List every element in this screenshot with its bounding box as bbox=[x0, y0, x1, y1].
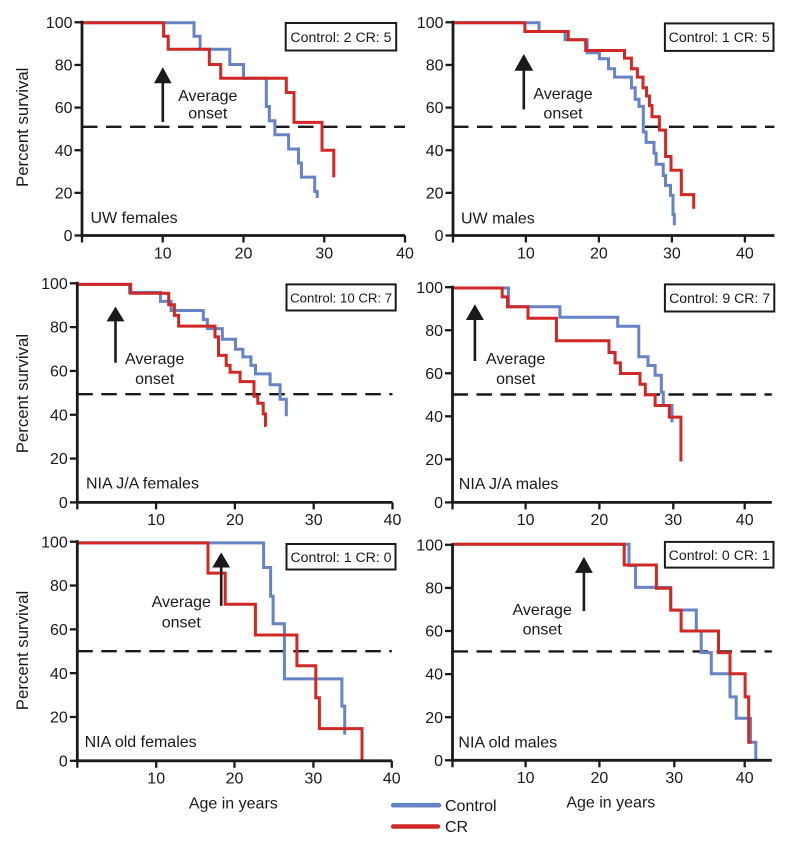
svg-text:onset: onset bbox=[162, 615, 202, 632]
svg-text:onset: onset bbox=[543, 106, 583, 123]
svg-text:10: 10 bbox=[154, 245, 172, 262]
svg-text:40: 40 bbox=[425, 409, 443, 426]
svg-text:0: 0 bbox=[59, 753, 68, 770]
svg-text:10: 10 bbox=[517, 245, 535, 262]
svg-text:40: 40 bbox=[50, 666, 68, 683]
svg-text:0: 0 bbox=[59, 495, 68, 512]
svg-text:Percent survival: Percent survival bbox=[13, 68, 32, 187]
svg-text:20: 20 bbox=[226, 771, 244, 788]
svg-text:30: 30 bbox=[315, 245, 333, 262]
svg-text:30: 30 bbox=[305, 771, 323, 788]
svg-text:Control: 0 CR: 1: Control: 0 CR: 1 bbox=[669, 547, 770, 563]
svg-text:30: 30 bbox=[665, 770, 683, 787]
svg-text:40: 40 bbox=[736, 512, 754, 529]
svg-text:20: 20 bbox=[590, 245, 608, 262]
svg-text:Average: Average bbox=[152, 594, 211, 611]
svg-text:Control: 9 CR: 7: Control: 9 CR: 7 bbox=[669, 290, 770, 306]
svg-text:100: 100 bbox=[416, 280, 443, 297]
svg-text:80: 80 bbox=[50, 320, 68, 337]
svg-text:40: 40 bbox=[55, 143, 73, 160]
svg-text:0: 0 bbox=[64, 228, 73, 245]
svg-text:80: 80 bbox=[425, 581, 443, 598]
svg-text:NIA J/A females: NIA J/A females bbox=[86, 475, 199, 492]
svg-text:20: 20 bbox=[425, 710, 443, 727]
svg-text:30: 30 bbox=[664, 512, 682, 529]
svg-text:40: 40 bbox=[736, 770, 754, 787]
svg-text:onset: onset bbox=[523, 622, 563, 639]
svg-text:Control: 10 CR: 7: Control: 10 CR: 7 bbox=[290, 290, 392, 305]
svg-text:UW males: UW males bbox=[461, 211, 535, 228]
svg-text:Percent survival: Percent survival bbox=[13, 334, 32, 453]
svg-text:onset: onset bbox=[496, 371, 536, 388]
svg-text:Average: Average bbox=[486, 351, 545, 368]
svg-text:20: 20 bbox=[425, 452, 443, 469]
svg-text:Average: Average bbox=[513, 602, 572, 619]
svg-text:Control: 2 CR: 5: Control: 2 CR: 5 bbox=[290, 29, 391, 45]
svg-text:0: 0 bbox=[434, 495, 443, 512]
svg-text:40: 40 bbox=[384, 512, 402, 529]
svg-text:60: 60 bbox=[55, 100, 73, 117]
svg-text:20: 20 bbox=[426, 185, 444, 202]
svg-text:60: 60 bbox=[426, 100, 444, 117]
svg-text:100: 100 bbox=[46, 15, 73, 32]
svg-text:20: 20 bbox=[591, 770, 609, 787]
svg-text:UW females: UW females bbox=[91, 210, 178, 227]
svg-text:40: 40 bbox=[426, 143, 444, 160]
svg-text:20: 20 bbox=[235, 245, 253, 262]
svg-text:NIA old males: NIA old males bbox=[458, 734, 557, 751]
svg-text:Age in years: Age in years bbox=[189, 796, 278, 813]
svg-text:0: 0 bbox=[434, 753, 443, 770]
svg-text:60: 60 bbox=[425, 366, 443, 383]
svg-text:30: 30 bbox=[305, 512, 323, 529]
svg-text:40: 40 bbox=[736, 245, 754, 262]
svg-text:80: 80 bbox=[426, 58, 444, 75]
svg-text:Average: Average bbox=[533, 86, 592, 103]
svg-text:100: 100 bbox=[417, 15, 444, 32]
svg-text:Age in years: Age in years bbox=[566, 795, 655, 812]
svg-text:NIA J/A males: NIA J/A males bbox=[459, 476, 559, 493]
svg-text:NIA old females: NIA old females bbox=[85, 734, 197, 751]
svg-text:60: 60 bbox=[50, 364, 68, 381]
svg-text:40: 40 bbox=[425, 667, 443, 684]
svg-text:80: 80 bbox=[50, 578, 68, 595]
svg-text:Average: Average bbox=[178, 88, 237, 105]
svg-text:60: 60 bbox=[50, 622, 68, 639]
svg-text:Percent survival: Percent survival bbox=[13, 591, 32, 710]
svg-text:60: 60 bbox=[425, 624, 443, 641]
svg-text:onset: onset bbox=[135, 371, 175, 388]
svg-text:10: 10 bbox=[147, 771, 165, 788]
svg-text:100: 100 bbox=[416, 537, 443, 554]
svg-text:80: 80 bbox=[55, 58, 73, 75]
svg-text:Control: Control bbox=[445, 798, 497, 815]
svg-text:CR: CR bbox=[445, 819, 468, 836]
svg-text:20: 20 bbox=[591, 512, 609, 529]
svg-text:40: 40 bbox=[396, 245, 414, 262]
svg-text:100: 100 bbox=[41, 534, 68, 551]
svg-text:40: 40 bbox=[383, 771, 401, 788]
svg-text:Control: 1 CR: 5: Control: 1 CR: 5 bbox=[669, 29, 770, 45]
svg-text:Control: 1 CR: 0: Control: 1 CR: 0 bbox=[290, 549, 391, 565]
svg-text:10: 10 bbox=[517, 770, 535, 787]
svg-text:10: 10 bbox=[147, 512, 165, 529]
svg-text:0: 0 bbox=[435, 228, 444, 245]
svg-text:Average: Average bbox=[125, 351, 184, 368]
svg-text:100: 100 bbox=[41, 276, 68, 293]
svg-text:onset: onset bbox=[188, 106, 228, 123]
svg-text:30: 30 bbox=[663, 245, 681, 262]
svg-text:80: 80 bbox=[425, 323, 443, 340]
svg-text:20: 20 bbox=[226, 512, 244, 529]
svg-text:10: 10 bbox=[517, 512, 535, 529]
svg-text:40: 40 bbox=[50, 407, 68, 424]
svg-text:20: 20 bbox=[50, 451, 68, 468]
svg-text:20: 20 bbox=[50, 710, 68, 727]
svg-text:20: 20 bbox=[55, 185, 73, 202]
